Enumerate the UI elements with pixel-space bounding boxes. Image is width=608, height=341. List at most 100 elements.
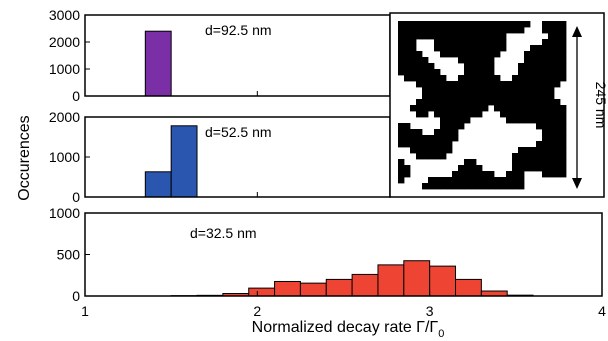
inset-cell (458, 27, 465, 34)
inset-cell (422, 111, 429, 118)
inset-cell (548, 159, 555, 166)
inset-cell (512, 87, 519, 94)
inset-cell (434, 69, 441, 76)
inset-cell (458, 177, 465, 184)
inset-cell (398, 27, 405, 34)
inset-cell (476, 177, 483, 184)
inset-pattern (398, 21, 567, 190)
inset-cell (434, 105, 441, 112)
inset-cell (422, 93, 429, 100)
inset-cell (542, 129, 549, 136)
inset-cell (524, 117, 531, 124)
inset-cell (488, 177, 495, 184)
inset-cell (428, 141, 435, 148)
y-tick-label: 0 (72, 288, 80, 304)
inset-cell (470, 105, 477, 112)
inset-cell (398, 69, 405, 76)
inset-cell (422, 105, 429, 112)
inset-cell (548, 57, 555, 64)
scale-bar-arrow-down-icon (572, 178, 582, 189)
inset-cell (518, 171, 525, 178)
inset-cell (524, 153, 531, 160)
histogram-bar (429, 265, 457, 297)
inset-cell (446, 39, 453, 46)
inset-cell (464, 87, 471, 94)
inset-cell (410, 51, 417, 58)
inset-cell (452, 183, 459, 190)
inset-cell (428, 27, 435, 34)
inset-cell (536, 87, 543, 94)
inset-cell (476, 81, 483, 88)
inset-cell (470, 39, 477, 46)
inset-cell (404, 129, 411, 136)
inset-cell (482, 177, 489, 184)
inset-cell (464, 183, 471, 190)
inset-cell (554, 75, 561, 82)
inset-cell (458, 57, 465, 64)
inset-cell (416, 69, 423, 76)
inset-cell (518, 117, 525, 124)
inset-cell (416, 129, 423, 136)
inset-cell (518, 87, 525, 94)
inset-cell (404, 165, 411, 172)
inset-cell (506, 99, 513, 106)
inset-cell (410, 33, 417, 40)
y-tick-label: 2000 (49, 109, 80, 125)
inset-cell (494, 45, 501, 52)
inset-cell (530, 75, 537, 82)
inset-cell (434, 153, 441, 160)
histogram-bar (403, 260, 431, 297)
inset-cell (464, 93, 471, 100)
inset-cell (440, 111, 447, 118)
inset-cell (518, 177, 525, 184)
inset-cell (470, 171, 477, 178)
inset-cell (524, 105, 531, 112)
inset-cell (548, 39, 555, 46)
inset-cell (452, 39, 459, 46)
inset-cell (422, 21, 429, 28)
inset-cell (560, 45, 567, 52)
inset-cell (398, 51, 405, 58)
inset-cell (494, 81, 501, 88)
inset-cell (512, 21, 519, 28)
inset-cell (428, 69, 435, 76)
inset-cell (464, 111, 471, 118)
inset-cell (416, 21, 423, 28)
inset-cell (536, 75, 543, 82)
inset-cell (404, 135, 411, 142)
inset-cell (422, 33, 429, 40)
inset-cell (482, 33, 489, 40)
inset-cell (476, 27, 483, 34)
inset-cell (500, 99, 507, 106)
inset-cell (542, 81, 549, 88)
inset-cell (458, 105, 465, 112)
inset-cell (476, 75, 483, 82)
inset-cell (440, 141, 447, 148)
inset-cell (464, 117, 471, 124)
inset-cell (428, 63, 435, 70)
inset-cell (398, 45, 405, 52)
inset-cell (446, 99, 453, 106)
inset-cell (446, 111, 453, 118)
inset-cell (524, 165, 531, 172)
inset-cell (470, 57, 477, 64)
inset-cell (554, 159, 561, 166)
inset-cell (536, 93, 543, 100)
inset-cell (476, 105, 483, 112)
inset-cell (446, 129, 453, 136)
inset-cell (428, 153, 435, 160)
inset-cell (560, 171, 567, 178)
inset-cell (416, 75, 423, 82)
inset-cell (530, 45, 537, 52)
inset-cell (434, 45, 441, 52)
inset-cell (446, 93, 453, 100)
inset-cell (446, 117, 453, 124)
inset-cell (530, 93, 537, 100)
inset-cell (548, 129, 555, 136)
inset-cell (422, 63, 429, 70)
inset-cell (554, 165, 561, 172)
inset-cell (536, 141, 543, 148)
inset-cell (410, 135, 417, 142)
inset-cell (536, 123, 543, 130)
